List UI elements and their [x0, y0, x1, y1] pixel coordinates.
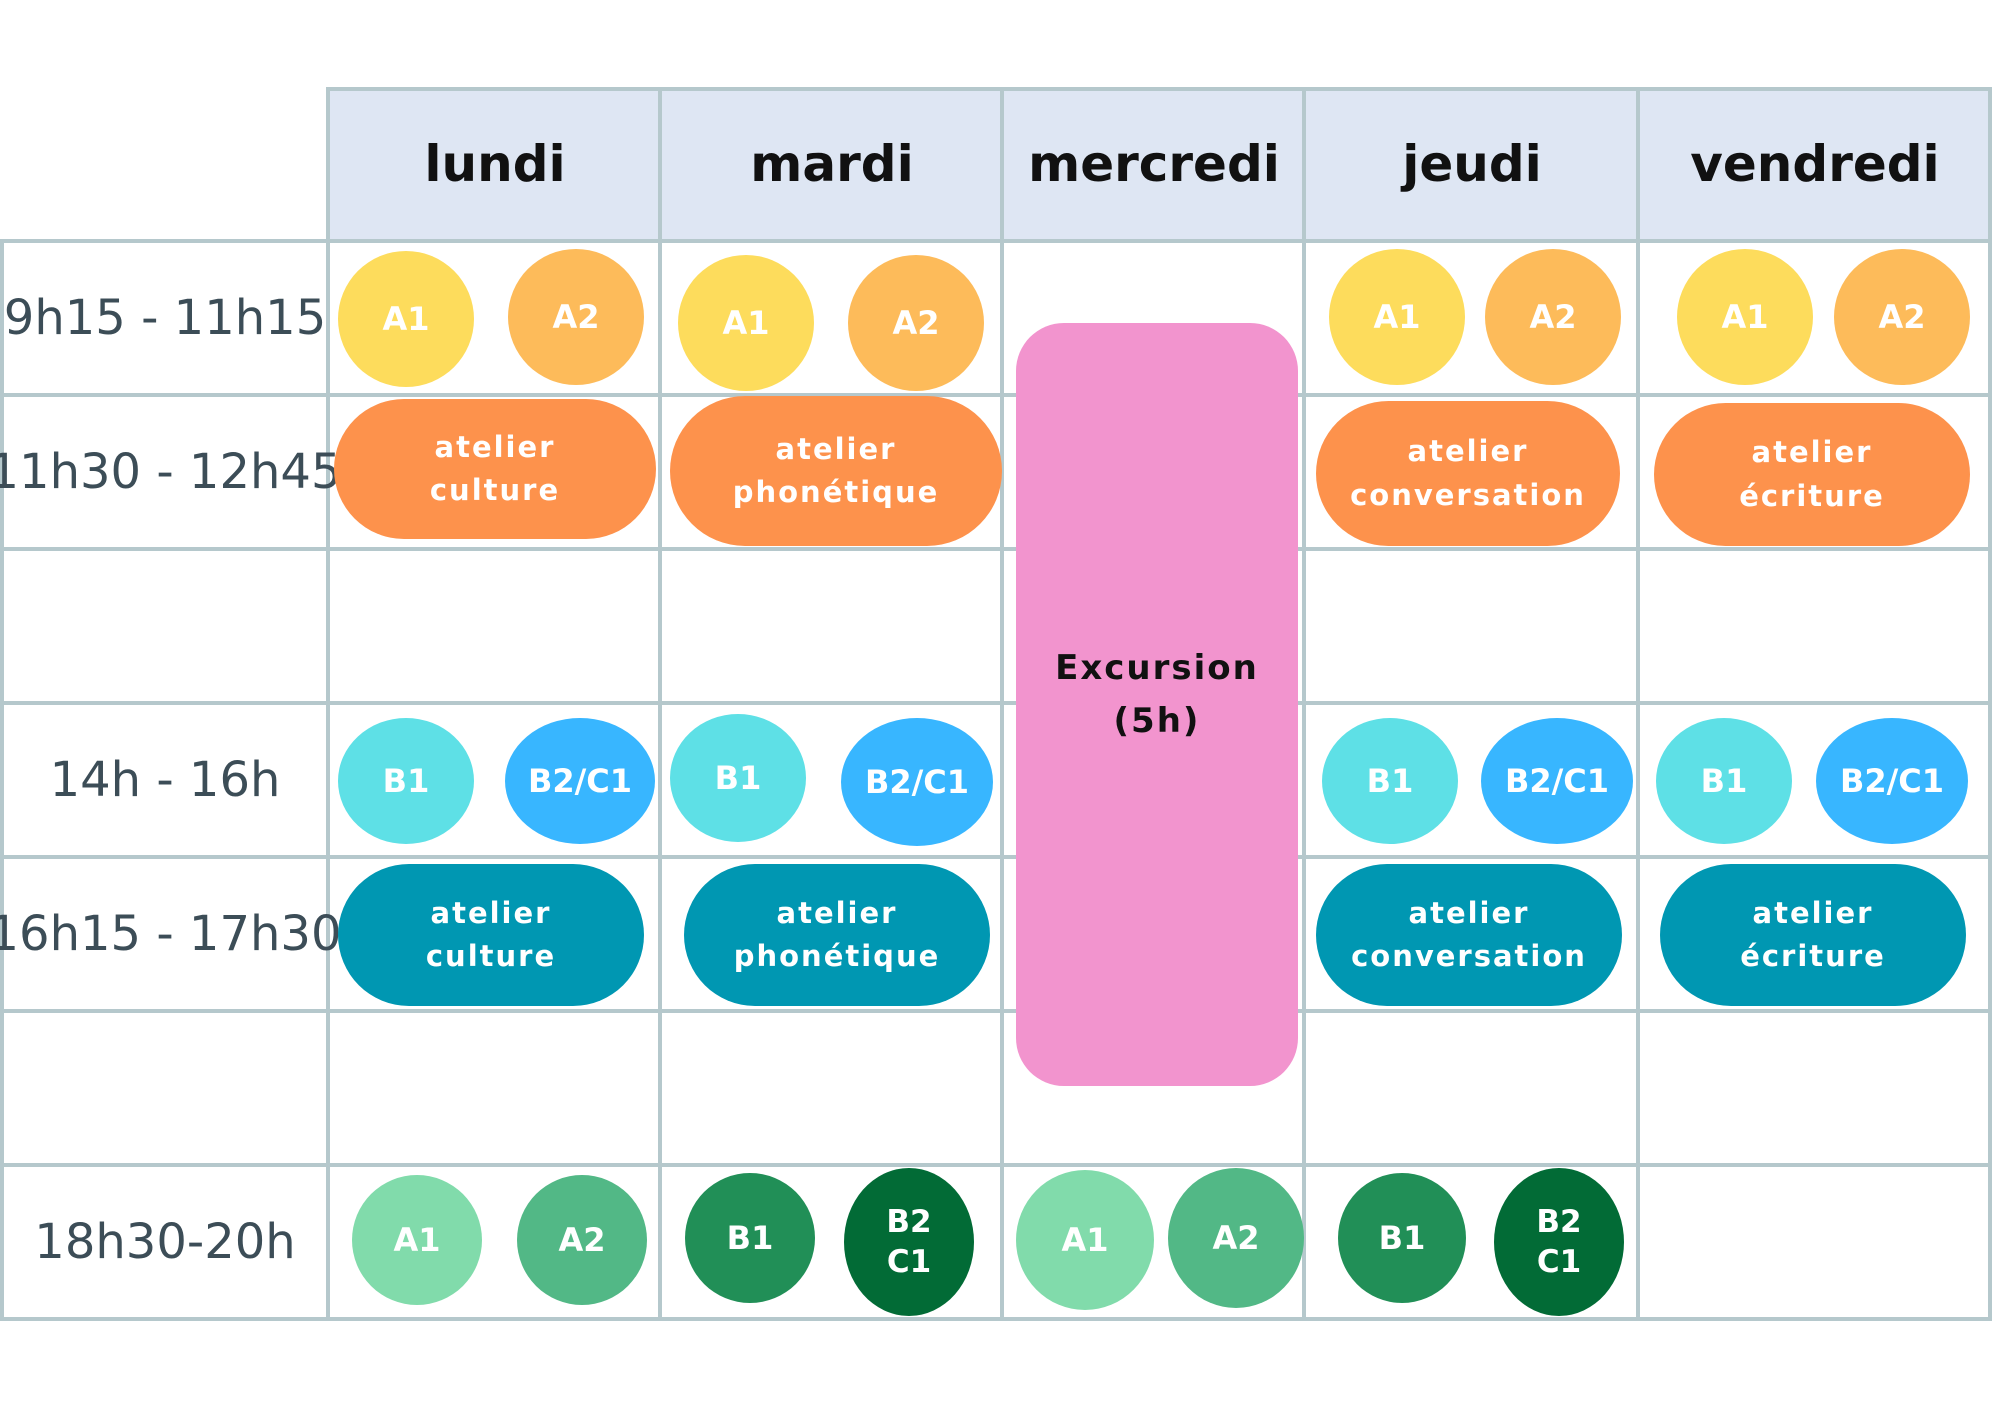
day-header-vendredi: vendredi [1640, 89, 1990, 239]
class-a1-lundi-morning: A1 [338, 251, 474, 387]
grid-line [1636, 87, 1640, 1321]
class-a1-lundi-evening: A1 [352, 1175, 482, 1305]
workshop-label-line1: atelier [776, 895, 898, 930]
time-slot-label: 9h15 - 11h15 [3, 290, 327, 346]
workshop-phonetique-mardi-midday: atelier phonétique [670, 396, 1002, 546]
day-header-mercredi: mercredi [1004, 89, 1304, 239]
grid-line [1000, 87, 1004, 1321]
workshop-ecriture-vendredi-afternoon: atelier écriture [1660, 864, 1966, 1006]
class-b2c1-mardi-evening: B2 C1 [844, 1168, 974, 1316]
workshop-label-line1: atelier [1407, 434, 1529, 468]
workshop-label-line1: atelier [434, 429, 556, 464]
day-header-lundi: lundi [330, 89, 660, 239]
class-a1-vendredi-morning: A1 [1677, 249, 1813, 385]
grid-line [0, 547, 1992, 551]
grid-line [0, 239, 4, 1321]
class-a2-mardi-morning: A2 [848, 255, 984, 391]
grid-line [0, 393, 1992, 397]
class-b2c1-mardi-afternoon: B2/C1 [841, 718, 993, 846]
class-b1-mardi-evening: B1 [685, 1173, 815, 1303]
class-a2-lundi-evening: A2 [517, 1175, 647, 1305]
workshop-phonetique-mardi-afternoon: atelier phonétique [684, 864, 990, 1006]
time-slot-label: 18h30-20h [34, 1214, 296, 1270]
excursion-title: Excursion [1055, 647, 1259, 688]
level-label-c1: C1 [1536, 1244, 1582, 1280]
class-a1-mardi-morning: A1 [678, 255, 814, 391]
workshop-label-line2: écriture [1740, 939, 1886, 973]
class-b1-mardi-afternoon: B1 [670, 714, 806, 842]
workshop-label-line1: atelier [430, 895, 552, 930]
workshop-conversation-jeudi-midday: atelier conversation [1316, 401, 1620, 546]
class-b2c1-vendredi-afternoon: B2/C1 [1816, 718, 1968, 844]
grid-line [0, 1009, 1992, 1013]
workshop-conversation-jeudi-afternoon: atelier conversation [1316, 864, 1622, 1006]
day-header-jeudi: jeudi [1306, 89, 1638, 239]
class-b1-jeudi-evening: B1 [1338, 1173, 1466, 1303]
level-label-b2: B2 [886, 1203, 932, 1240]
excursion-duration: (5h) [1113, 700, 1201, 741]
workshop-label-line2: culture [429, 473, 561, 507]
class-a2-jeudi-morning: A2 [1485, 249, 1621, 385]
grid-line [658, 87, 662, 1321]
level-label-b2: B2 [1536, 1203, 1582, 1240]
workshop-label-line1: atelier [1408, 895, 1530, 930]
workshop-ecriture-vendredi-midday: atelier écriture [1654, 403, 1970, 546]
class-b1-vendredi-afternoon: B1 [1656, 718, 1792, 844]
class-b1-lundi-afternoon: B1 [338, 718, 474, 844]
class-a2-vendredi-morning: A2 [1834, 249, 1970, 385]
time-slot-label: 11h30 - 12h45 [0, 444, 342, 500]
class-a2-lundi-morning: A2 [508, 249, 644, 385]
workshop-label-line2: phonétique [733, 939, 941, 973]
class-b1-jeudi-afternoon: B1 [1322, 718, 1458, 844]
grid-line [0, 1317, 1992, 1321]
day-header-mardi: mardi [662, 89, 1002, 239]
workshop-label-line2: culture [425, 939, 557, 973]
excursion-block: Excursion (5h) [1016, 323, 1298, 1086]
class-b2c1-jeudi-afternoon: B2/C1 [1481, 718, 1633, 844]
grid-line [1302, 87, 1306, 1321]
grid-line [0, 239, 1992, 243]
workshop-culture-lundi-afternoon: atelier culture [338, 864, 644, 1006]
grid-line [328, 87, 1992, 91]
grid-line [1988, 87, 1992, 1321]
workshop-label-line2: écriture [1739, 478, 1885, 513]
workshop-culture-lundi-midday: atelier culture [334, 399, 656, 539]
class-b2c1-jeudi-evening: B2 C1 [1494, 1168, 1624, 1316]
grid-line [326, 87, 330, 1321]
grid-line [0, 855, 1992, 859]
grid-line [0, 701, 1992, 705]
class-a1-mercredi-evening: A1 [1016, 1170, 1154, 1310]
class-a1-jeudi-morning: A1 [1329, 249, 1465, 385]
workshop-label-line2: conversation [1350, 477, 1586, 512]
time-slot-label: 14h - 16h [49, 752, 281, 808]
workshop-label-line2: conversation [1351, 939, 1587, 973]
time-slot-label: 16h15 - 17h30 [0, 906, 342, 962]
class-a2-mercredi-evening: A2 [1168, 1168, 1304, 1308]
workshop-label-line1: atelier [1751, 435, 1873, 469]
workshop-label-line1: atelier [1752, 895, 1874, 930]
class-b2c1-lundi-afternoon: B2/C1 [505, 718, 655, 844]
workshop-label-line2: phonétique [732, 475, 940, 509]
grid-line [0, 1163, 1992, 1167]
workshop-label-line1: atelier [775, 431, 897, 466]
level-label-c1: C1 [886, 1244, 932, 1280]
